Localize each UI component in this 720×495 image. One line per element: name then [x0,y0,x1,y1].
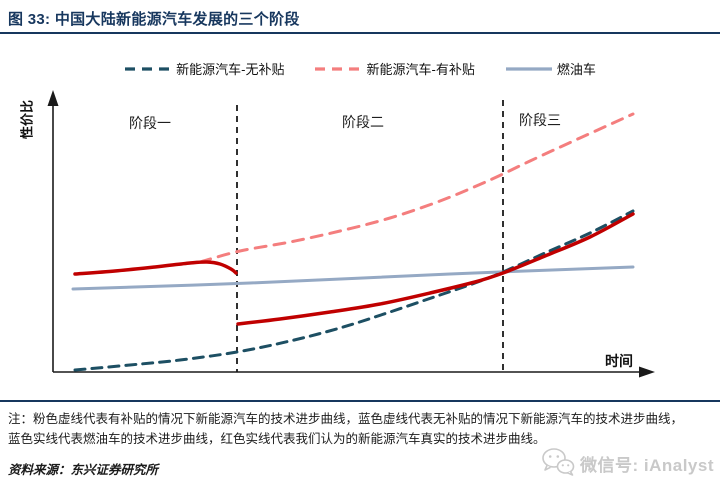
chart-plot [47,90,655,378]
watermark-text: 微信号: iAnalyst [579,455,714,475]
legend-swatch-2 [315,66,362,71]
series-新能源汽车-真实曲线-阶段一 [73,260,238,276]
series-新能源汽车-无补贴 [73,209,635,372]
chart-area: 新能源汽车-无补贴 新能源汽车-有补贴 燃油车 性价比 时间 阶段一 阶段二 阶段三 [0,45,720,400]
series-燃油车 [71,265,635,291]
legend-swatch-1 [125,66,172,71]
footer-divider [0,400,720,402]
legend-label-2: 新能源汽车-有补贴 [366,62,475,77]
legend-item-3: 燃油车 [505,59,596,78]
stage-label-1: 阶段一 [129,115,171,131]
series-新能源汽车-真实曲线-阶段二三 [236,212,635,326]
title-divider [0,32,720,34]
wechat-icon [542,448,575,476]
note-line-1: 注：粉色虚线代表有补贴的情况下新能源汽车的技术进步曲线，蓝色虚线代表无补贴的情况… [8,412,684,426]
source-label: 资料来源：东兴证券研究所 [8,463,159,477]
watermark: 微信号: iAnalyst [541,446,714,480]
chart-notes: 注：粉色虚线代表有补贴的情况下新能源汽车的技术进步曲线，蓝色虚线代表无补贴的情况… [8,409,714,449]
legend-item-2: 新能源汽车-有补贴 [314,59,475,78]
legend-label-1: 新能源汽车-无补贴 [176,62,285,77]
x-axis-title: 时间 [605,353,633,369]
x-axis-arrow [639,366,655,378]
figure-title: 图 33: 中国大陆新能源汽车发展的三个阶段 [8,11,300,28]
series-新能源汽车-有补贴 [198,112,635,264]
y-axis-arrow [47,90,59,106]
stage-label-2: 阶段二 [342,114,384,130]
legend-swatch-3 [505,66,552,71]
chart-legend: 新能源汽车-无补贴 新能源汽车-有补贴 燃油车 [0,59,720,78]
legend-item-1: 新能源汽车-无补贴 [124,59,284,78]
stage-label-3: 阶段三 [519,112,561,128]
y-axis-title: 性价比 [19,100,35,140]
note-line-2: 蓝色实线代表燃油车的技术进步曲线，红色实线代表我们认为的新能源汽车真实的技术进步… [8,432,546,446]
legend-label-3: 燃油车 [556,62,596,77]
